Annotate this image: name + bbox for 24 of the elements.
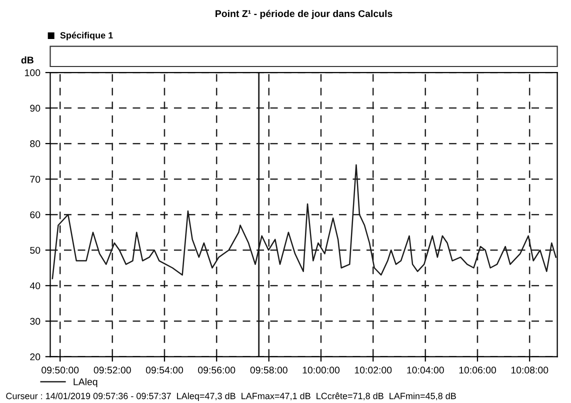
y-tick-label: 60 (30, 211, 40, 218)
y-tick-label: 70 (30, 176, 40, 183)
x-tick-label: 10:06:00 (459, 366, 496, 374)
x-tick-label: 10:02:00 (354, 366, 392, 374)
x-tick-label: 10:08:00 (511, 366, 548, 374)
x-tick-label: 09:54:00 (146, 366, 184, 374)
y-tick-label: 50 (30, 246, 40, 254)
legend-label: LAleq (74, 378, 98, 388)
x-tick-label: 09:52:00 (94, 366, 131, 374)
x-tick-label: 10:04:00 (407, 366, 444, 374)
y-tick-label: 30 (30, 318, 40, 325)
y-tick-label: 80 (30, 140, 40, 148)
x-tick-label: 09:50:00 (42, 366, 79, 374)
y-tick-label: 100 (25, 69, 40, 76)
x-tick-label: 10:00:00 (302, 366, 340, 374)
text: Spécifique 1 (60, 32, 113, 40)
y-tick-label: 20 (30, 353, 40, 360)
y-tick-label: 40 (30, 282, 40, 290)
y-tick-label: 90 (30, 104, 40, 112)
y-axis-title: dB (21, 56, 34, 64)
x-tick-label: 09:58:00 (250, 366, 288, 374)
chart-title: Point Z¹ - période de jour dans Calculs (216, 10, 392, 19)
x-tick-label: 09:56:00 (198, 366, 236, 374)
text: Curseur : 14/01/2019 09:57:36 - 09:57:37 LAleq=47,3 dB LAFmax=47,1 dB LCcrête=71,8 dB LAFmin=45,8 dB (6, 392, 456, 401)
